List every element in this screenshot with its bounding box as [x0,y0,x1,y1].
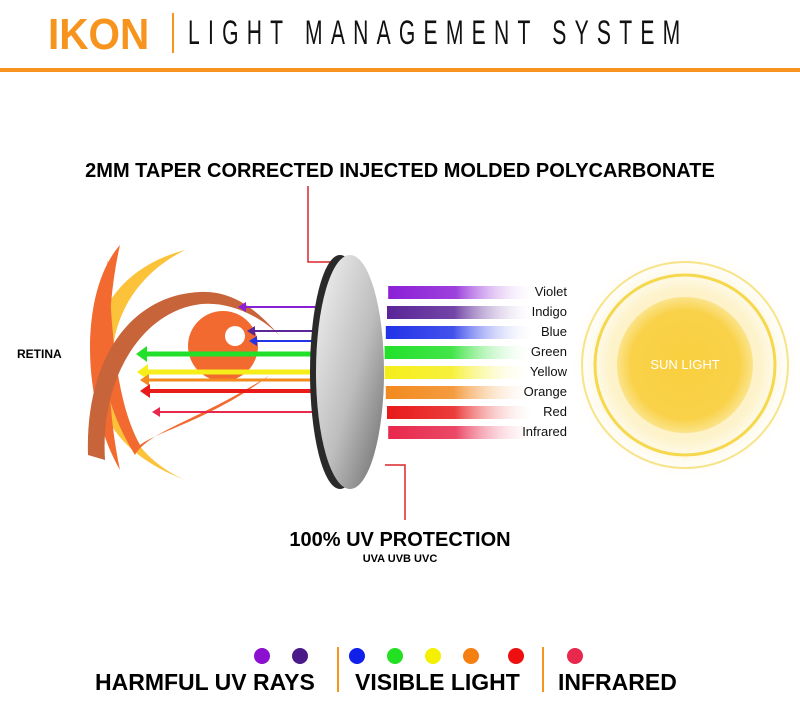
eye-illustration [87,245,282,480]
spectrum-label-red: Red [543,404,567,419]
uv-types: UVA UVB UVC [362,553,438,565]
retina-label: RETINA [17,347,62,361]
arrowhead-orange [140,374,149,386]
spectrum-bar-yellow [384,366,535,379]
legend-infrared: INFRARED [558,669,677,695]
legend-harmful-uv: HARMFUL UV RAYS [95,669,315,695]
sun-light-label: SUN LIGHT [650,357,720,372]
legend-dot [508,648,524,664]
uv-callout-line [385,464,406,520]
header-rule [0,68,800,72]
sun-ring-outer [581,261,789,469]
legend-dot [425,648,441,664]
spectrum-label-green: Green [530,344,567,359]
lens-face [316,255,384,489]
sun-disk [617,297,753,433]
header-divider [172,13,174,53]
legend-dot [292,648,308,664]
legend-dot [254,648,270,664]
legend-dots [254,648,583,664]
sun [567,247,800,483]
spectrum-bar-violet [388,286,539,299]
sun-ring-inner [593,273,777,457]
arrowhead-green [136,346,147,362]
spectrum-label-infrared: Infrared [522,424,567,439]
spectrum-bar-indigo [387,306,537,319]
upper-eyelid [87,291,282,460]
brand-logo: IKON [48,10,150,59]
light-arrows [136,302,320,417]
spectrum-bar-orange [385,386,536,399]
legend-dot [567,648,583,664]
legend-visible-light: VISIBLE LIGHT [355,669,520,695]
legend-dot [387,648,403,664]
arrowhead-infrared [152,407,160,417]
spectrum-label-blue: Blue [540,324,567,339]
spectrum-label-indigo: Indigo [531,304,567,319]
lens-material-callout: 2MM TAPER CORRECTED INJECTED MOLDED POLY… [85,160,715,182]
spectrum-label-violet: Violet [534,284,567,299]
arrowhead-violet [238,302,246,312]
lens-material-callout-line [307,186,342,263]
spectrum-bar-infrared [388,426,539,439]
lens [310,255,384,489]
uv-protection-callout: 100% UV PROTECTION [289,529,511,551]
legend-dot [349,648,365,664]
spectrum-bar-red [387,406,537,419]
arrowhead-red [140,384,150,398]
arrowhead-blue [249,336,257,346]
legend-dot [463,648,479,664]
outer-crescent [93,250,185,480]
spectrum-label-yellow: Yellow [529,364,567,379]
spectrum-bar-green [384,346,535,359]
spectrum-bars [384,286,539,439]
spectrum-label-orange: Orange [523,384,567,399]
arrowhead-yellow [137,364,148,380]
header-title: LIGHT MANAGEMENT SYSTEM [188,14,689,52]
pupil-highlight [225,326,245,346]
arrowhead-indigo [247,326,255,336]
spectrum-bar-blue [385,326,536,339]
